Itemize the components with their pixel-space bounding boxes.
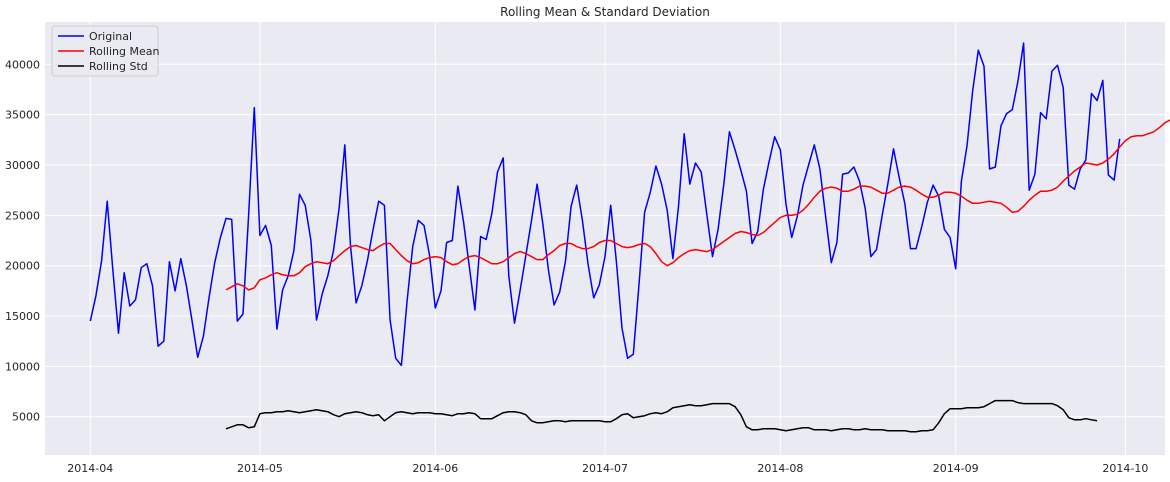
- legend-label: Original: [89, 30, 132, 43]
- legend-box: [51, 25, 159, 77]
- legend-label: Rolling Mean: [89, 45, 159, 58]
- y-tick-label: 30000: [5, 159, 40, 172]
- x-tick-label: 2014-04: [67, 462, 113, 475]
- legend-label: Rolling Std: [89, 60, 148, 73]
- series-layer: [89, 42, 1170, 433]
- x-tick-label: 2014-10: [1102, 462, 1148, 475]
- y-tick-label: 15000: [5, 310, 40, 323]
- y-tick-label: 5000: [12, 411, 40, 424]
- y-tick-label: 35000: [5, 109, 40, 122]
- series-line-original: [89, 42, 1121, 367]
- chart-title: Rolling Mean & Standard Deviation: [500, 5, 710, 19]
- y-tick-label: 40000: [5, 58, 40, 71]
- series-line-rolling-mean: [225, 119, 1170, 291]
- x-tick-label: 2014-05: [237, 462, 283, 475]
- y-tick-label: 20000: [5, 260, 40, 273]
- axis-labels: 5000 10000 15000 20000 25000 30000 35000 40000 2…: [5, 58, 1148, 475]
- x-tick-label: 2014-08: [757, 462, 803, 475]
- grid: [45, 22, 1165, 455]
- x-tick-label: 2014-07: [582, 462, 628, 475]
- x-tick-label: 2014-06: [412, 462, 458, 475]
- legend: Original Rolling Mean Rolling Std: [51, 25, 159, 77]
- y-tick-label: 10000: [5, 360, 40, 373]
- x-tick-label: 2014-09: [933, 462, 979, 475]
- series-line-rolling-std: [225, 399, 1098, 433]
- y-tick-label: 25000: [5, 209, 40, 222]
